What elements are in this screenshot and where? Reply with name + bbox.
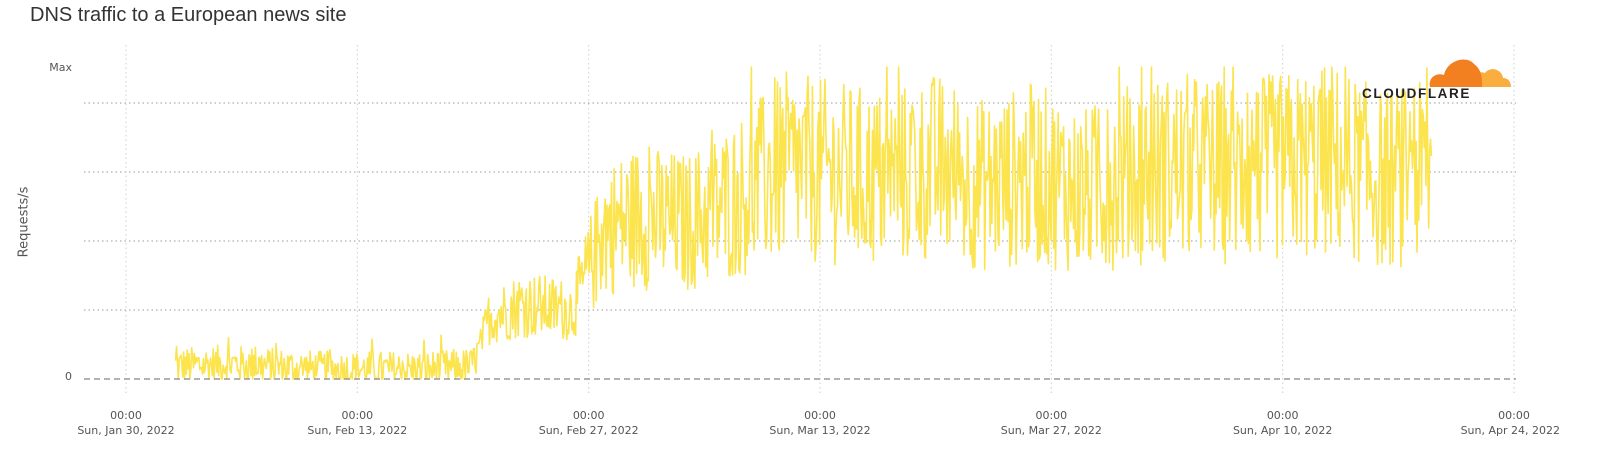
cloud-front-icon [1429, 59, 1483, 87]
x-tick-time: 00:00 [804, 409, 836, 422]
x-tick-date: Sun, Feb 27, 2022 [539, 424, 639, 437]
y-tick-label: Max [49, 61, 72, 74]
logo-wordmark: CLOUDFLARE [1362, 86, 1471, 101]
x-tick-time: 00:00 [110, 409, 142, 422]
chart-title: DNS traffic to a European news site [30, 4, 347, 26]
x-tick-date: Sun, Mar 27, 2022 [1001, 424, 1102, 437]
x-tick-time: 00:00 [1035, 409, 1067, 422]
cloudflare-logo: CLOUDFLARE [1362, 59, 1511, 101]
x-tick-time: 00:00 [341, 409, 373, 422]
x-tick-date: Sun, Apr 24, 2022 [1461, 424, 1560, 437]
x-tick-date: Sun, Mar 13, 2022 [769, 424, 870, 437]
series-line [174, 66, 1433, 380]
x-tick-date: Sun, Apr 10, 2022 [1233, 424, 1332, 437]
axis-layer: 0 Max 00:00 Sun, Jan 30, 2022 00:00 Sun, Feb … [49, 61, 1560, 437]
x-tick-date: Sun, Feb 13, 2022 [307, 424, 407, 437]
x-tick-date: Sun, Jan 30, 2022 [77, 424, 174, 437]
x-tick-time: 00:00 [1267, 409, 1299, 422]
y-tick-label: 0 [65, 370, 72, 383]
series-layer [174, 66, 1433, 380]
x-tick-time: 00:00 [573, 409, 605, 422]
x-tick-time: 00:00 [1498, 409, 1530, 422]
